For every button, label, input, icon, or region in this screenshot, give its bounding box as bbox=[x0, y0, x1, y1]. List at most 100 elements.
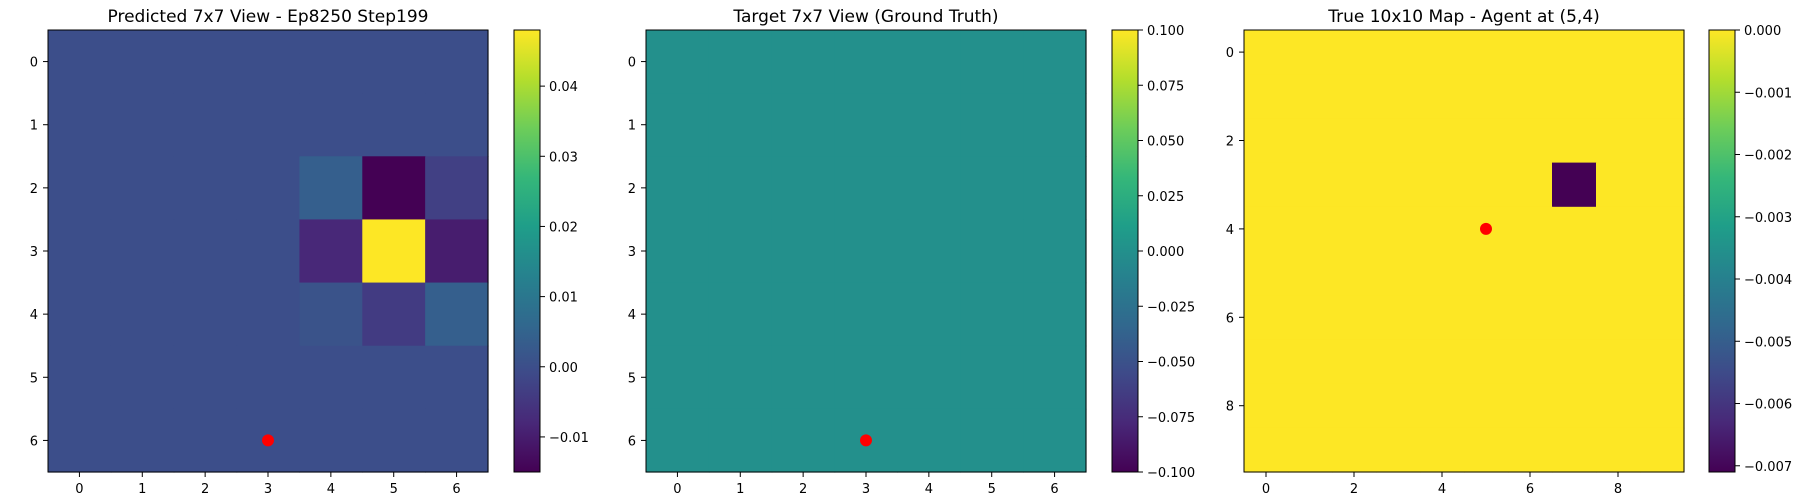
heatmap-cell bbox=[1332, 383, 1377, 429]
chart-title: Predicted 7x7 View - Ep8250 Step199 bbox=[108, 7, 429, 27]
chart-title: Target 7x7 View (Ground Truth) bbox=[732, 7, 998, 27]
heatmap-cell bbox=[1023, 408, 1087, 473]
heatmap-cell bbox=[1464, 295, 1509, 340]
heatmap-cell bbox=[299, 30, 363, 94]
heatmap-cell bbox=[110, 219, 175, 284]
heatmap-cell bbox=[425, 345, 489, 410]
colorbar-tick-label: −0.01 bbox=[549, 431, 589, 446]
y-tick-label: 2 bbox=[1226, 135, 1234, 150]
y-tick-label: 3 bbox=[628, 245, 636, 260]
heatmap-cell bbox=[1244, 295, 1289, 340]
heatmap-cell bbox=[299, 282, 363, 347]
heatmap-cell bbox=[708, 30, 773, 94]
heatmap-cell bbox=[1508, 30, 1553, 75]
heatmap-cell bbox=[708, 408, 773, 473]
heatmap-cell bbox=[1552, 427, 1597, 473]
heatmap-cell bbox=[48, 219, 112, 284]
heatmap-cell bbox=[1332, 427, 1377, 473]
heatmap-cell bbox=[960, 345, 1024, 410]
heatmap-cell bbox=[48, 345, 112, 410]
y-tick-label: 0 bbox=[628, 56, 636, 71]
heatmap-cell bbox=[1552, 206, 1597, 252]
y-tick-label: 4 bbox=[30, 308, 38, 323]
colorbar bbox=[1708, 29, 1736, 473]
heatmap-cell bbox=[708, 93, 773, 157]
heatmap-cell bbox=[1244, 118, 1289, 164]
heatmap-cell bbox=[1332, 30, 1377, 75]
x-tick-label: 5 bbox=[988, 482, 996, 497]
heatmap-cell bbox=[1288, 251, 1333, 296]
heatmap-cell bbox=[1244, 339, 1289, 385]
x-tick-label: 2 bbox=[1350, 482, 1358, 497]
heatmap-cell bbox=[1508, 162, 1553, 208]
x-tick-label: 6 bbox=[1050, 482, 1058, 497]
heatmap-cell bbox=[960, 219, 1024, 284]
heatmap-cell bbox=[1640, 206, 1685, 252]
heatmap-cell bbox=[299, 345, 363, 410]
heatmap-cell bbox=[1420, 206, 1465, 252]
heatmap-cell bbox=[834, 282, 899, 347]
heatmap-cell bbox=[173, 408, 238, 473]
colorbar-tick-label: −0.050 bbox=[1147, 356, 1195, 371]
heatmap-cell bbox=[1420, 162, 1465, 208]
colorbar-tick-label: 0.075 bbox=[1147, 79, 1184, 94]
heatmap-cell bbox=[1244, 74, 1289, 119]
heatmap-cell bbox=[1332, 74, 1377, 119]
heatmap-cell bbox=[1288, 383, 1333, 429]
y-tick-label: 4 bbox=[628, 308, 636, 323]
heatmap-cell bbox=[960, 282, 1024, 347]
heatmap-cell bbox=[897, 93, 961, 157]
heatmap-cell bbox=[1552, 74, 1597, 119]
heatmap-cell bbox=[425, 219, 489, 284]
heatmap-cell bbox=[771, 93, 836, 157]
heatmap-cell bbox=[1464, 30, 1509, 75]
heatmap-cell bbox=[236, 282, 301, 347]
colorbar-tick-label: 0.000 bbox=[1147, 245, 1184, 260]
heatmap-cell bbox=[1596, 162, 1641, 208]
heatmap-cell bbox=[1640, 74, 1685, 119]
heatmap-cell bbox=[299, 93, 363, 157]
heatmap-cell bbox=[1332, 295, 1377, 340]
y-tick-label: 6 bbox=[30, 434, 38, 449]
heatmap-cell bbox=[1596, 295, 1641, 340]
heatmap-cell bbox=[425, 408, 489, 473]
y-tick-label: 0 bbox=[1226, 46, 1234, 61]
heatmap-cell bbox=[1640, 383, 1685, 429]
heatmap-cell bbox=[1332, 206, 1377, 252]
colorbar-tick-label: −0.007 bbox=[1744, 460, 1792, 475]
heatmap-cell bbox=[1640, 427, 1685, 473]
heatmap-cell bbox=[1552, 295, 1597, 340]
x-tick-label: 3 bbox=[264, 482, 272, 497]
colorbar-tick-label: −0.005 bbox=[1744, 335, 1792, 350]
y-tick-label: 0 bbox=[30, 56, 38, 71]
heatmap-cell bbox=[110, 93, 175, 157]
heatmap-cell bbox=[236, 219, 301, 284]
x-tick-label: 4 bbox=[1438, 482, 1446, 497]
heatmap-cell bbox=[1640, 295, 1685, 340]
heatmap-cell bbox=[1288, 162, 1333, 208]
agent-marker bbox=[1480, 222, 1492, 235]
heatmap-cell bbox=[425, 30, 489, 94]
heatmap-cell bbox=[897, 156, 961, 221]
x-tick-label: 8 bbox=[1614, 482, 1622, 497]
x-tick-label: 1 bbox=[138, 482, 146, 497]
heatmap-cell bbox=[897, 282, 961, 347]
heatmap-cell bbox=[834, 30, 899, 94]
heatmap-cell bbox=[1244, 30, 1289, 75]
heatmap-cell bbox=[834, 93, 899, 157]
heatmap-cell bbox=[960, 408, 1024, 473]
y-tick-label: 4 bbox=[1226, 223, 1234, 238]
heatmap-panel-3: True 10x10 Map - Agent at (5,4) 0 2 4 6 8 0 2 4 6… bbox=[1226, 7, 1792, 497]
heatmap-cell bbox=[1376, 339, 1421, 385]
heatmap-cell bbox=[1376, 162, 1421, 208]
y-tick-label: 1 bbox=[30, 119, 38, 134]
heatmap-cell bbox=[1508, 118, 1553, 164]
colorbar-tick-label: 0.100 bbox=[1147, 24, 1184, 39]
axes-frame bbox=[1243, 29, 1685, 473]
colorbar-tick-label: 0.050 bbox=[1147, 135, 1184, 150]
heatmap-cell bbox=[48, 282, 112, 347]
heatmap-cell bbox=[1244, 251, 1289, 296]
heatmap-cell bbox=[1596, 74, 1641, 119]
colorbar-tick-label: 0.04 bbox=[549, 80, 578, 95]
